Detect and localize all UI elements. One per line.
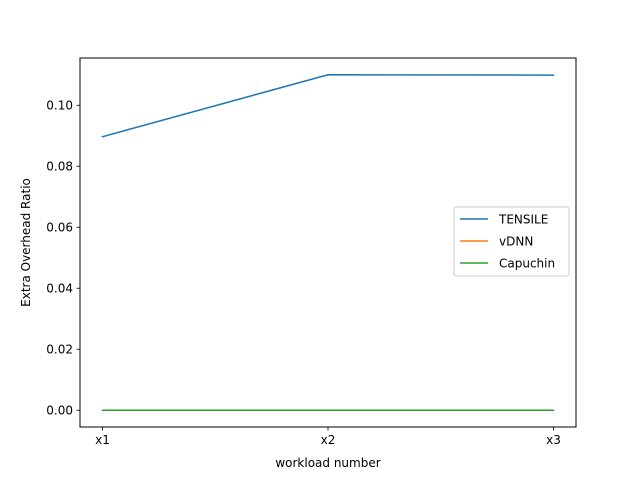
y-tick-label-4: 0.08	[46, 160, 73, 174]
legend-label-vdnn: vDNN	[499, 235, 533, 249]
legend-label-tensile: TENSILE	[498, 213, 548, 227]
y-axis: 0.00 0.02 0.04 0.06 0.08 0.10	[46, 99, 80, 418]
x-axis-label: workload number	[275, 456, 380, 470]
legend-box	[453, 206, 570, 277]
legend-label-capuchin: Capuchin	[499, 257, 555, 271]
y-tick-label-0: 0.00	[46, 404, 73, 418]
plot-area	[79, 57, 577, 428]
y-tick-label-1: 0.02	[46, 343, 73, 357]
y-tick-label-5: 0.10	[46, 99, 73, 113]
series-line-tensile	[101, 74, 555, 138]
series-layer	[101, 74, 555, 411]
x-tick-label-x3: x3	[546, 433, 561, 447]
legend: TENSILE vDNN Capuchin	[453, 206, 570, 277]
x-tick-label-x2: x2	[321, 433, 336, 447]
y-axis-label: Extra Overhead Ratio	[19, 178, 33, 307]
y-tick-label-3: 0.06	[46, 221, 73, 235]
x-axis: x1 x2 x3	[95, 427, 561, 447]
x-tick-label-x1: x1	[95, 433, 110, 447]
y-tick-label-2: 0.04	[46, 282, 73, 296]
